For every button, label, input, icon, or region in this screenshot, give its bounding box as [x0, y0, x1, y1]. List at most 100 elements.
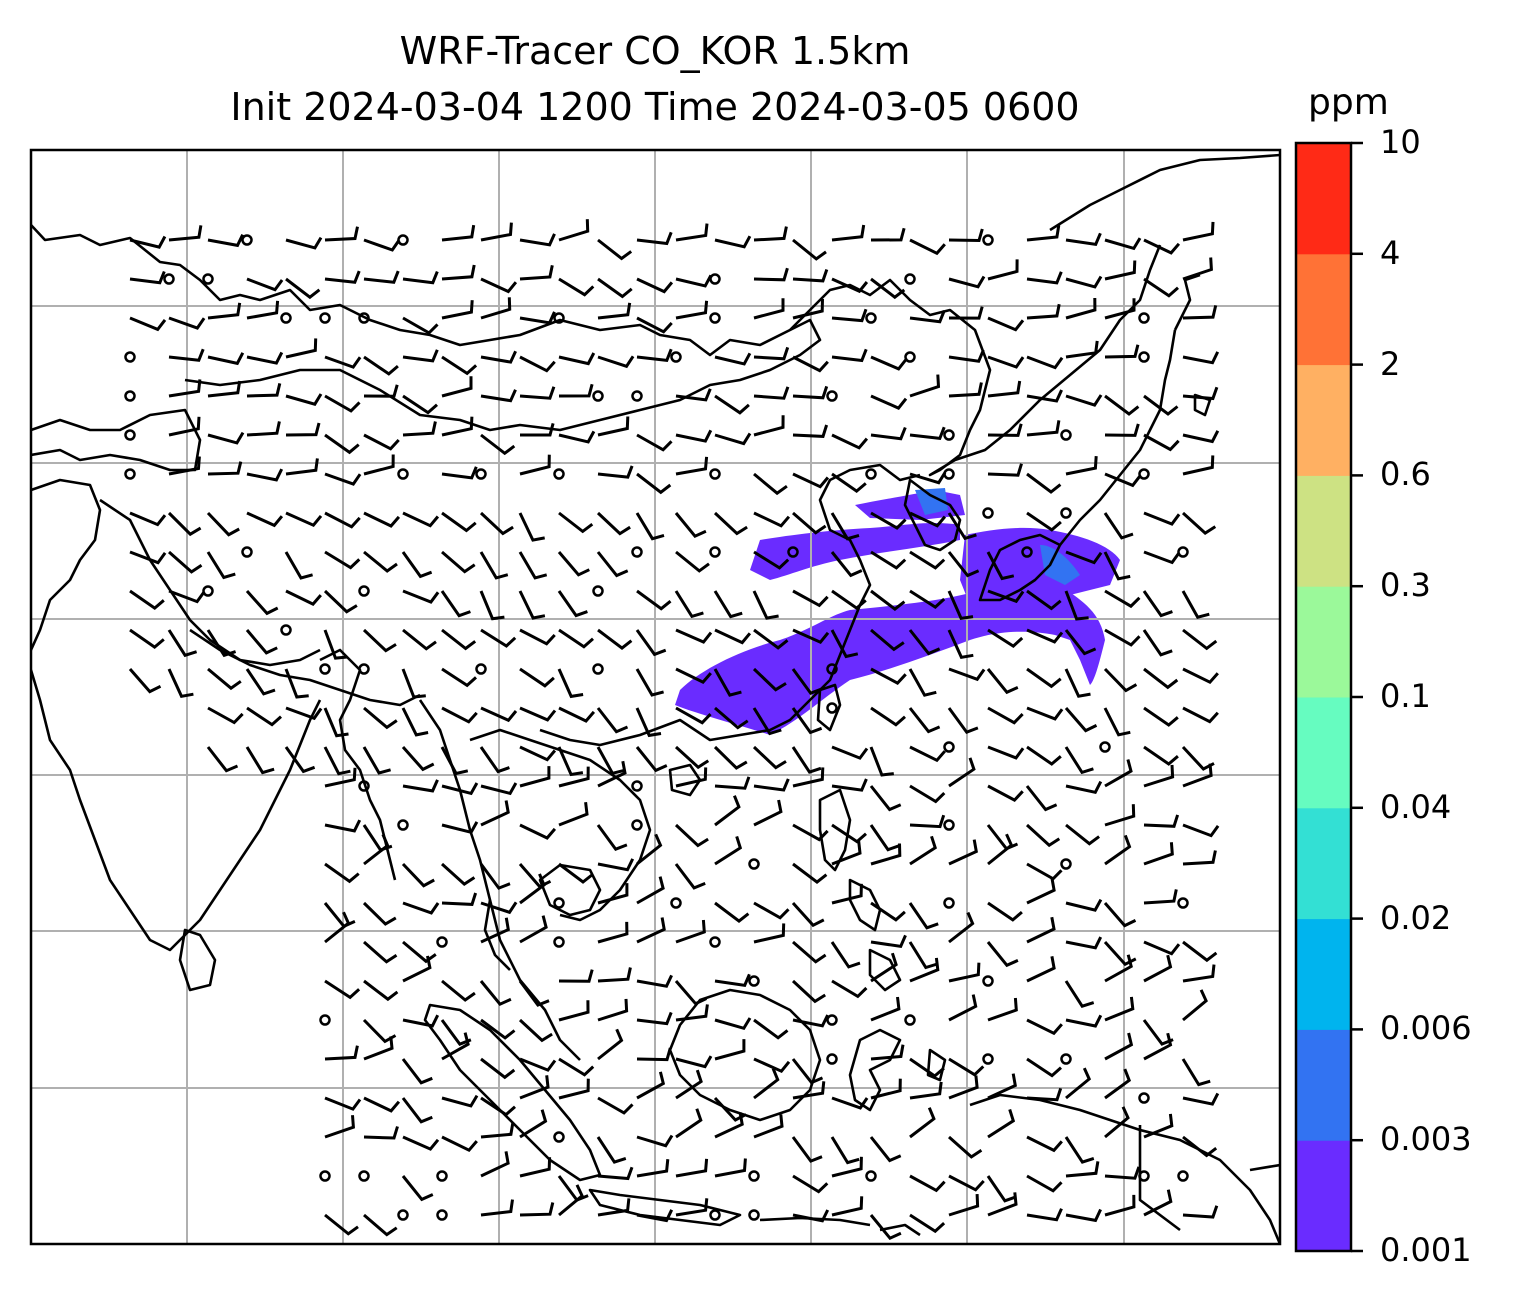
wind-barb — [402, 349, 439, 363]
wind-barb — [479, 746, 510, 774]
wind-barb — [363, 979, 399, 1002]
wind-barb — [636, 1209, 674, 1223]
wind-barb — [206, 551, 236, 580]
calm-wind-circle — [358, 312, 370, 324]
calm-wind-circle — [982, 507, 994, 519]
wind-barb — [246, 706, 282, 727]
wind-barb — [519, 264, 554, 281]
wind-barb — [480, 277, 518, 294]
wind-barb — [675, 767, 708, 788]
wind-barb — [1182, 823, 1220, 838]
calm-wind-circle — [241, 234, 253, 246]
wind-barb — [1182, 940, 1218, 963]
wind-barb — [519, 628, 556, 646]
calm-wind-circle — [1138, 1092, 1150, 1104]
wind-barb — [675, 550, 710, 573]
calm-wind-circle — [124, 468, 136, 480]
wind-barb — [909, 550, 946, 570]
wind-barb — [831, 224, 866, 242]
calm-wind-circle — [826, 1014, 838, 1026]
wind-barb — [129, 511, 167, 527]
colorbar-tick-label: 0.1 — [1380, 677, 1431, 715]
wind-barb — [363, 1096, 401, 1113]
colorbar-swatch — [1296, 807, 1351, 920]
wind-barb — [519, 745, 557, 762]
wind-barb — [1182, 305, 1218, 320]
wind-barb — [558, 1184, 584, 1217]
wind-barb — [909, 310, 946, 324]
wind-barb — [792, 472, 830, 489]
wind-barb — [245, 668, 276, 696]
colorbar-swatch — [1296, 918, 1351, 1030]
wind-barb — [1182, 706, 1219, 724]
wind-barb — [792, 1209, 830, 1223]
wind-barb — [1181, 511, 1217, 535]
wind-barb — [558, 277, 595, 297]
wind-barb — [480, 800, 510, 827]
wind-barb — [909, 1081, 943, 1100]
wind-barb — [285, 511, 323, 528]
wind-barb — [401, 746, 435, 772]
wind-barb — [518, 1018, 553, 1043]
wind-barb — [323, 707, 349, 738]
wind-barb — [1143, 667, 1179, 690]
wind-barb — [1103, 940, 1137, 967]
wind-barb — [168, 225, 203, 242]
wind-barb — [675, 274, 713, 288]
wind-barb — [1064, 590, 1089, 621]
wind-barb — [323, 629, 348, 660]
wind-barb — [791, 1136, 823, 1163]
wind-barb — [948, 1075, 979, 1100]
calm-wind-circle — [358, 1170, 370, 1182]
calm-wind-circle — [709, 1209, 721, 1221]
co-tracer-plume — [675, 488, 1120, 735]
wind-barb — [1103, 902, 1137, 928]
wind-barb — [674, 745, 710, 770]
wind-barb — [752, 590, 779, 620]
wind-barb — [401, 1097, 433, 1124]
wind-barb — [870, 589, 906, 611]
wind-barb — [168, 379, 202, 398]
wind-barb — [635, 668, 664, 697]
wind-barb — [1142, 590, 1173, 618]
wind-barb — [908, 902, 939, 930]
calm-wind-circle — [1021, 546, 1033, 558]
wind-barb — [128, 668, 162, 694]
wind-barb — [480, 1057, 516, 1080]
wind-barb — [596, 707, 629, 734]
calm-wind-circle — [436, 1209, 448, 1221]
wind-barb — [948, 667, 986, 682]
wind-barb — [1181, 590, 1210, 619]
wind-barb — [948, 757, 976, 788]
wind-barb — [246, 468, 284, 482]
calm-wind-circle — [553, 936, 565, 948]
wind-barb — [1025, 785, 1058, 812]
wind-barb — [830, 941, 861, 969]
wind-barb — [792, 298, 824, 320]
calm-wind-circle — [124, 351, 136, 363]
wind-barb — [558, 352, 596, 366]
wind-barb — [1104, 759, 1133, 788]
wind-barb — [596, 551, 629, 578]
wind-barb — [947, 707, 979, 735]
wind-barb — [831, 348, 868, 363]
wind-barb — [830, 551, 863, 578]
wind-barb — [402, 955, 432, 983]
wind-barb — [519, 915, 548, 944]
wind-barb — [713, 745, 748, 770]
wind-barb — [870, 901, 906, 922]
calm-wind-circle — [397, 468, 409, 480]
calm-wind-circle — [982, 234, 994, 246]
wind-barb — [753, 386, 790, 400]
wind-barb — [519, 311, 556, 325]
wind-barb — [1104, 472, 1142, 488]
wind-barb — [869, 1136, 902, 1163]
wind-barb — [1064, 980, 1095, 1008]
wind-barb — [714, 394, 750, 415]
calm-wind-circle — [1177, 897, 1189, 909]
wind-barb — [558, 1000, 590, 1022]
calm-wind-circle — [904, 1014, 916, 1026]
calm-wind-circle — [397, 819, 409, 831]
wind-barb — [1104, 1166, 1141, 1180]
wind-barb — [1182, 628, 1218, 651]
